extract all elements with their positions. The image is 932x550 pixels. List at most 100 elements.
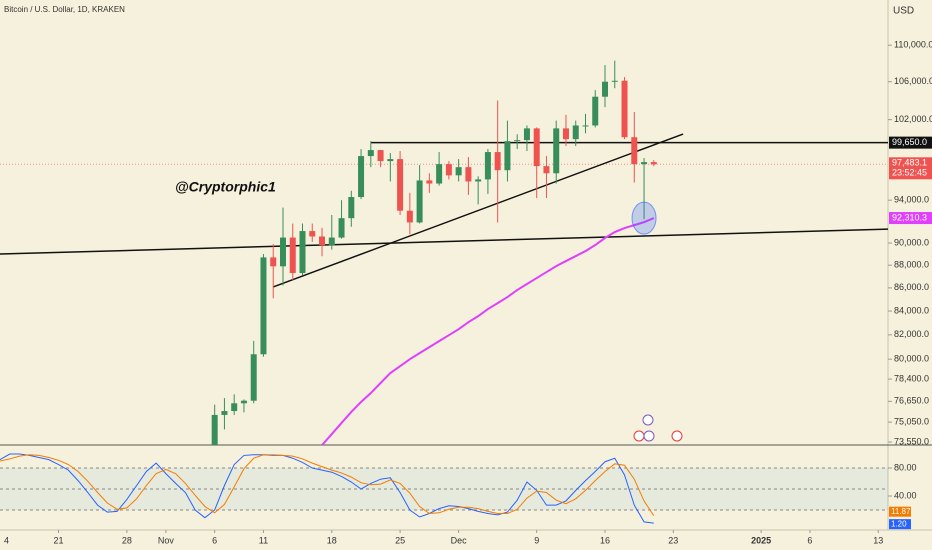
level-tag: [889, 136, 932, 149]
main-pane: [0, 60, 888, 445]
candle-body: [279, 237, 286, 267]
x-tick-label: 6: [807, 535, 812, 545]
candle-body: [641, 162, 648, 165]
stoch-line: [0, 453, 654, 524]
event-icons[interactable]: [633, 414, 683, 442]
y-tick-label: 106,000.0: [894, 76, 932, 86]
candle-body: [231, 403, 238, 412]
candle-body: [328, 237, 335, 246]
y-tick-label: 73,550.0: [894, 436, 929, 446]
candle-body: [631, 137, 638, 165]
candle-body: [494, 152, 501, 171]
highlight-circle: [631, 201, 657, 235]
candle-body: [445, 164, 452, 176]
y-tick-label: 80,000.0: [894, 354, 929, 364]
candle-body: [562, 128, 569, 140]
candle-body: [221, 411, 228, 415]
candle-body: [533, 128, 540, 167]
candle-body: [406, 210, 413, 223]
y-tick-label: 110,000.0: [894, 40, 932, 50]
candle-body: [416, 180, 423, 223]
candle-body: [592, 96, 599, 126]
candle-body: [270, 257, 277, 267]
value-tag: [889, 519, 911, 530]
y-tick-label: 80.00: [894, 462, 917, 472]
x-tick-label: 16: [600, 535, 610, 545]
y-tick-label: 102,000.0: [894, 114, 932, 124]
y-tick-label: 82,000.0: [894, 329, 929, 339]
currency[interactable]: USD: [893, 6, 914, 17]
candle-body: [465, 167, 472, 182]
watermark: @Cryptorphic1: [175, 179, 276, 195]
candle-body: [621, 80, 628, 138]
y-tick-label: 88,000.0: [894, 260, 929, 270]
candle-body: [387, 159, 394, 162]
trendline: [272, 133, 684, 288]
y-tick-label: 84,000.0: [894, 305, 929, 315]
x-tick-label: 4: [4, 535, 9, 545]
x-tick-label: Dec: [451, 535, 468, 545]
value-tag: [889, 506, 911, 517]
candle-body: [602, 81, 609, 97]
candle-body: [299, 231, 306, 274]
moving-average: [321, 217, 655, 445]
level-label: 99,650.0: [892, 137, 927, 147]
candle-body: [309, 231, 316, 237]
x-tick-label: 21: [54, 535, 64, 545]
value-tag-label: 11.87: [891, 507, 911, 516]
candle-body: [484, 152, 491, 180]
candle-body: [572, 125, 579, 140]
x-tick-label: 18: [327, 535, 337, 545]
y-tick-label: 94,000.0: [894, 195, 929, 205]
candle-body: [397, 159, 404, 211]
candle-body: [523, 128, 530, 141]
candle-body: [250, 354, 257, 401]
y-tick-label: 40.00: [894, 490, 917, 500]
candle-body: [367, 150, 374, 157]
y-tick-label: 90,000.0: [894, 237, 929, 247]
x-tick-label: 25: [395, 535, 405, 545]
candle-body: [455, 167, 462, 176]
last-price-tag: [889, 157, 932, 180]
y-tick-label: 78,400.0: [894, 373, 929, 383]
candle-body: [611, 80, 618, 82]
candle-body: [426, 180, 433, 184]
x-tick-label: 11: [259, 535, 268, 545]
candle-body: [319, 236, 326, 246]
y-tick-label: 75,050.0: [894, 417, 929, 427]
ma-tag: [889, 212, 932, 225]
x-tick-label: 23: [668, 535, 678, 545]
candle-body: [436, 164, 443, 184]
candle-body: [338, 218, 345, 238]
ma-label: 92,310.3: [892, 212, 927, 222]
countdown-label: 23:52:45: [892, 168, 927, 178]
stoch-line: [0, 454, 655, 516]
x-tick-label: Nov: [158, 535, 175, 545]
candle-body: [348, 197, 355, 219]
x-tick-label: 6: [212, 535, 217, 545]
y-tick-label: 86,000.0: [894, 282, 929, 292]
x-tick-label: 28: [122, 535, 132, 545]
stoch-pane: [0, 453, 888, 524]
value-tag-label: 1.20: [891, 519, 907, 528]
candle-body: [358, 156, 365, 198]
x-tick-label: 9: [534, 535, 539, 545]
candle-body: [582, 125, 589, 127]
candle-body: [377, 150, 384, 162]
candle-body: [211, 414, 218, 445]
candle-body: [553, 128, 560, 174]
axes: 110,000.0 106,000.0 102,000.0 94,000.0 90,00…: [4, 40, 932, 545]
x-tick-label: 13: [873, 535, 883, 545]
candle-body: [543, 166, 550, 174]
candle-body: [514, 140, 521, 142]
last-price-label: 97,483.1: [892, 158, 927, 168]
y-tick-label: 76,650.0: [894, 396, 929, 406]
trendline: [0, 228, 888, 255]
x-tick-label: 2025: [751, 535, 771, 545]
chart-title: Bitcoin / U.S. Dollar, 1D, KRAKEN: [4, 5, 125, 14]
candle-body: [260, 257, 267, 355]
candle-body: [289, 237, 296, 274]
candle-body: [240, 400, 247, 404]
